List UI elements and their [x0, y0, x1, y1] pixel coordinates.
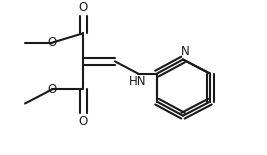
- Text: O: O: [78, 115, 88, 128]
- Text: HN: HN: [129, 75, 147, 89]
- Text: N: N: [180, 45, 189, 58]
- Text: O: O: [47, 83, 57, 96]
- Text: O: O: [47, 36, 57, 49]
- Text: O: O: [78, 1, 88, 14]
